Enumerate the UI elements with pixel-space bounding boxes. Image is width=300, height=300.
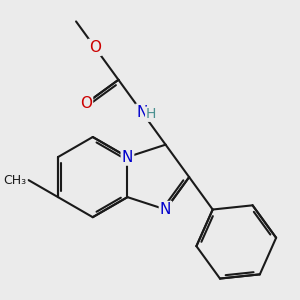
- Text: CH₃: CH₃: [3, 174, 26, 187]
- Text: H: H: [146, 107, 156, 121]
- Text: N: N: [136, 105, 148, 120]
- Text: N: N: [160, 202, 171, 217]
- Text: O: O: [89, 40, 101, 55]
- Text: N: N: [122, 149, 133, 164]
- Text: O: O: [80, 96, 92, 111]
